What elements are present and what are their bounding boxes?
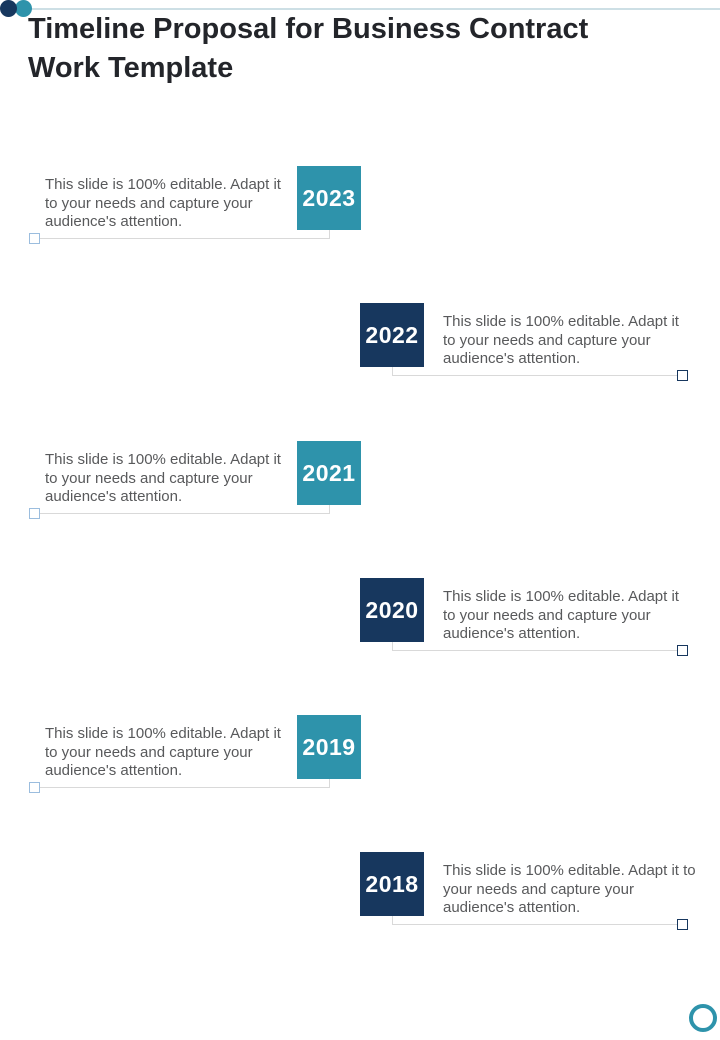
top-divider-line bbox=[0, 8, 720, 10]
timeline-entry-2019: This slide is 100% editable. Adapt it to… bbox=[0, 715, 720, 799]
connector-horizontal-line bbox=[392, 650, 682, 651]
navy-dot-icon bbox=[0, 0, 17, 17]
teal-ring-icon bbox=[689, 1004, 717, 1032]
connector-horizontal-line bbox=[392, 375, 682, 376]
entry-description: This slide is 100% editable. Adapt it to… bbox=[45, 451, 281, 505]
connector-vertical-line bbox=[329, 230, 330, 239]
teal-dot-icon bbox=[15, 0, 32, 17]
end-marker-square bbox=[29, 782, 40, 793]
connector-vertical-line bbox=[329, 505, 330, 514]
connector-vertical-line bbox=[392, 367, 393, 376]
year-box-2020: 2020 bbox=[360, 578, 424, 642]
end-marker-square bbox=[677, 370, 688, 381]
entry-description: This slide is 100% editable. Adapt it to… bbox=[45, 176, 281, 230]
connector-vertical-line bbox=[392, 916, 393, 925]
year-box-2022: 2022 bbox=[360, 303, 424, 367]
entry-description: This slide is 100% editable. Adapt it to… bbox=[45, 725, 281, 779]
end-marker-square bbox=[29, 508, 40, 519]
timeline-entry-2021: This slide is 100% editable. Adapt it to… bbox=[0, 441, 720, 525]
connector-horizontal-line bbox=[35, 238, 329, 239]
connector-vertical-line bbox=[392, 642, 393, 651]
timeline-entry-2018: 2018 This slide is 100% editable. Adapt … bbox=[0, 852, 720, 936]
connector-vertical-line bbox=[329, 779, 330, 788]
connector-horizontal-line bbox=[35, 513, 329, 514]
entry-description: This slide is 100% editable. Adapt it to… bbox=[443, 862, 696, 916]
timeline-entry-2023: This slide is 100% editable. Adapt it to… bbox=[0, 166, 720, 250]
year-box-2019: 2019 bbox=[297, 715, 361, 779]
year-box-2018: 2018 bbox=[360, 852, 424, 916]
year-box-2021: 2021 bbox=[297, 441, 361, 505]
end-marker-square bbox=[677, 919, 688, 930]
page-title: Timeline Proposal for Business Contract … bbox=[28, 13, 589, 84]
connector-horizontal-line bbox=[392, 924, 682, 925]
end-marker-square bbox=[677, 645, 688, 656]
timeline-entry-2022: 2022 This slide is 100% editable. Adapt … bbox=[0, 303, 720, 387]
timeline-entry-2020: 2020 This slide is 100% editable. Adapt … bbox=[0, 578, 720, 662]
entry-description: This slide is 100% editable. Adapt it to… bbox=[443, 588, 679, 642]
connector-horizontal-line bbox=[35, 787, 329, 788]
entry-description: This slide is 100% editable. Adapt it to… bbox=[443, 313, 679, 367]
year-box-2023: 2023 bbox=[297, 166, 361, 230]
end-marker-square bbox=[29, 233, 40, 244]
